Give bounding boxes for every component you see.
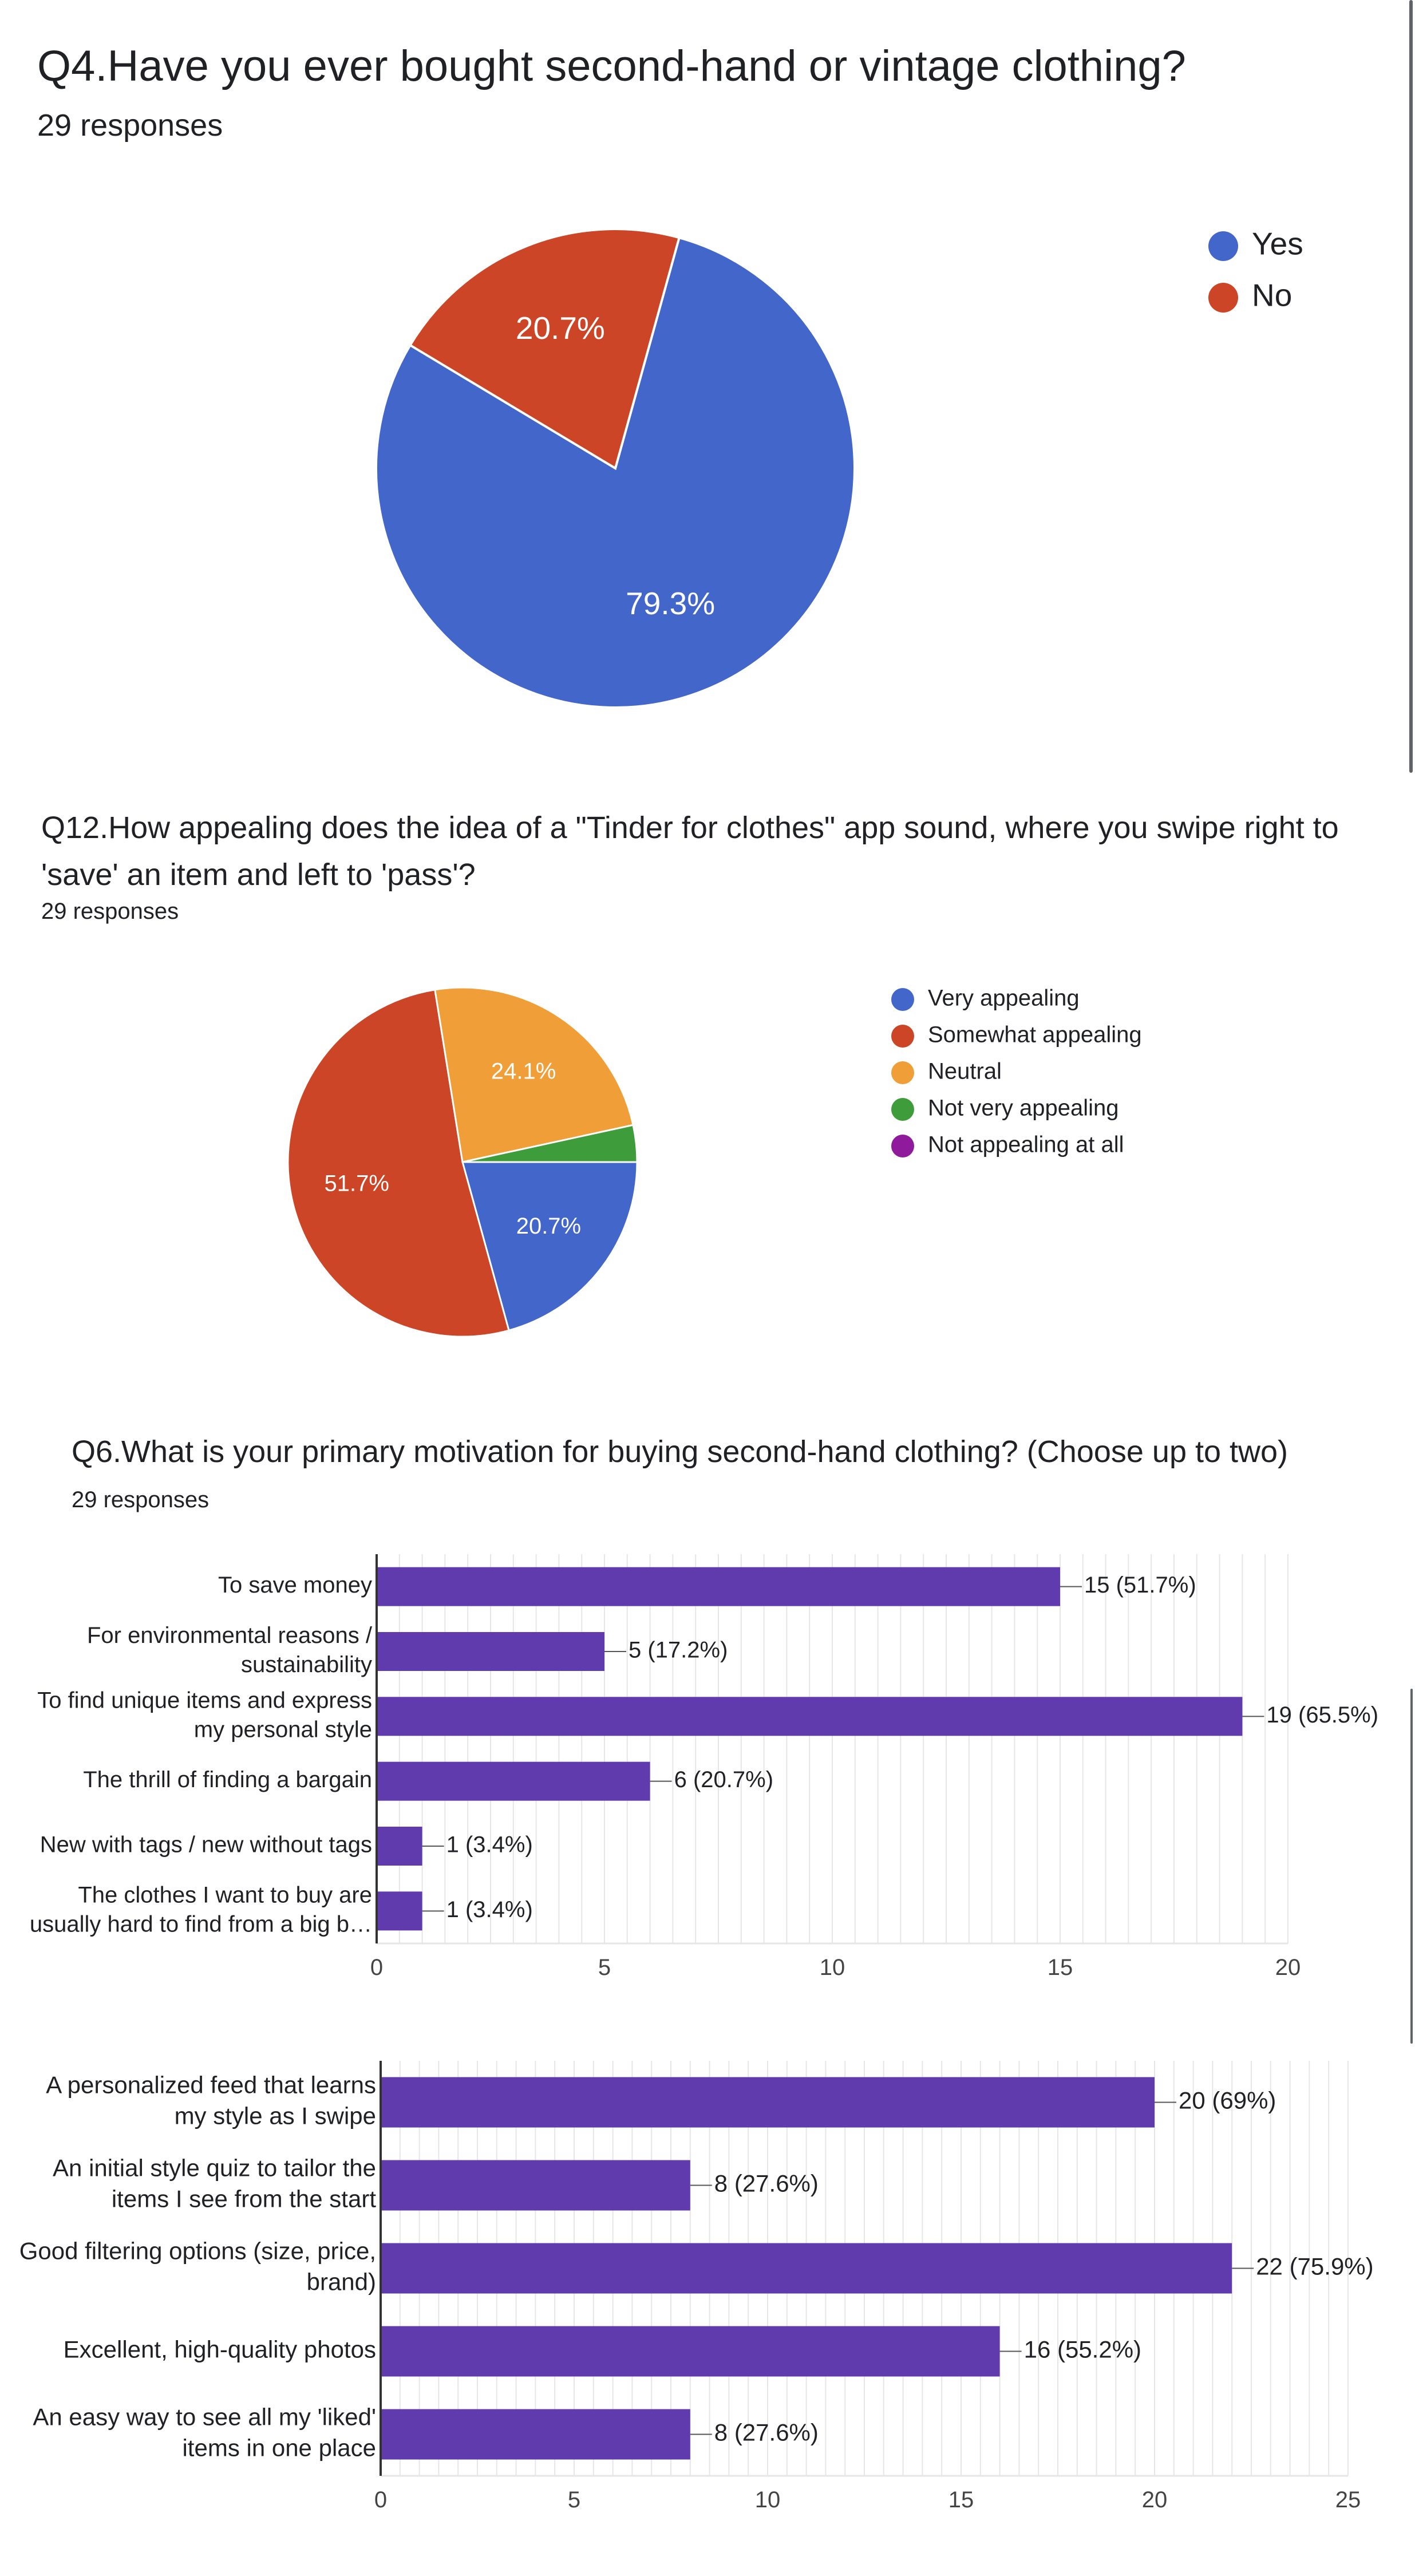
slice-label: 51.7% <box>324 1171 389 1196</box>
question-title: Q12.How appealing does the idea of a "Ti… <box>41 811 1339 892</box>
pie-slice <box>408 228 681 471</box>
legend-label: Neutral <box>928 1059 1002 1084</box>
legend-dot <box>1208 231 1238 261</box>
category-label: my style as I swipe <box>175 2102 376 2129</box>
scrollbar[interactable] <box>1409 0 1413 773</box>
x-tick-label: 5 <box>568 2487 580 2512</box>
pie-slice <box>461 1161 638 1332</box>
x-tick-label: 5 <box>598 1955 611 1980</box>
legend-dot <box>891 1025 914 1048</box>
bar <box>381 2409 690 2460</box>
legend-dot <box>891 988 914 1011</box>
question-title: Q6.What is your primary motivation for b… <box>72 1435 1288 1469</box>
category-label: Excellent, high-quality photos <box>64 2336 376 2363</box>
bar <box>381 2326 1000 2377</box>
response-count: 29 responses <box>37 108 223 143</box>
data-label: 16 (55.2%) <box>1024 2336 1141 2363</box>
category-label: items in one place <box>182 2434 376 2461</box>
category-label: To find unique items and express <box>37 1688 372 1713</box>
category-label: An easy way to see all my 'liked' <box>33 2404 376 2431</box>
legend-dot <box>891 1135 914 1157</box>
slice-label: 79.3% <box>626 586 715 621</box>
data-label: 5 (17.2%) <box>629 1638 728 1663</box>
pie-slice <box>375 236 856 709</box>
bar <box>377 1632 604 1671</box>
data-label: 8 (27.6%) <box>714 2170 819 2197</box>
scrollbar[interactable] <box>1410 1689 1413 2044</box>
category-label: An initial style quiz to tailor the <box>53 2155 376 2182</box>
bar <box>377 1827 422 1866</box>
data-label: 19 (65.5%) <box>1266 1702 1378 1728</box>
x-tick-label: 25 <box>1335 2487 1361 2512</box>
legend-dot <box>1208 283 1238 313</box>
x-tick-label: 20 <box>1142 2487 1168 2512</box>
legend-label: Somewhat appealing <box>928 1022 1142 1048</box>
legend-label: Very appealing <box>928 986 1080 1011</box>
category-label: sustainability <box>241 1652 372 1677</box>
pie-chart-q12: 20.7% 51.7% 24.1% Very appealing Somewhat ap… <box>287 986 1142 1338</box>
legend-label: Yes <box>1252 226 1303 262</box>
pie-chart-q4: 79.3% 20.7% Yes No <box>375 226 1303 709</box>
question-title: Q4.Have you ever bought second-hand or v… <box>37 42 1186 90</box>
bar <box>377 1891 422 1931</box>
legend-label: No <box>1252 278 1292 313</box>
pie-slice <box>434 986 634 1163</box>
x-tick-label: 0 <box>370 1955 383 1980</box>
pie-slice <box>287 989 510 1338</box>
data-label: 20 (69%) <box>1179 2087 1276 2114</box>
pie-slice <box>462 1124 638 1163</box>
data-label: 15 (51.7%) <box>1084 1573 1196 1598</box>
legend-dot <box>891 1061 914 1084</box>
response-count: 29 responses <box>41 899 179 924</box>
category-label: A personalized feed that learns <box>46 2072 376 2099</box>
category-label: To save money <box>218 1573 372 1598</box>
legend-dot <box>891 1098 914 1121</box>
bar-chart-q6: 0 5 10 15 20 15 (51.7%) To save money 5 (17.2%)… <box>30 1554 1378 1980</box>
bar <box>381 2077 1155 2128</box>
bar-chart-features: 0 5 10 15 20 25 20 (69%) A personalized feed th… <box>19 2061 1374 2512</box>
bar <box>381 2243 1232 2294</box>
bar <box>377 1567 1060 1606</box>
legend-label: Not very appealing <box>928 1096 1119 1121</box>
bar <box>381 2160 690 2211</box>
category-label: Good filtering options (size, price, <box>19 2238 376 2265</box>
legend-label: Not appealing at all <box>928 1132 1124 1157</box>
category-label: The clothes I want to buy are <box>78 1882 372 1907</box>
slice-label: 20.7% <box>516 310 605 346</box>
data-label: 1 (3.4%) <box>446 1897 533 1922</box>
data-label: 6 (20.7%) <box>674 1767 773 1792</box>
x-tick-label: 15 <box>948 2487 974 2512</box>
category-label: The thrill of finding a bargain <box>83 1767 372 1792</box>
category-label: usually hard to find from a big b… <box>30 1911 372 1937</box>
data-label: 8 (27.6%) <box>714 2419 819 2446</box>
x-tick-label: 15 <box>1048 1955 1073 1980</box>
data-label: 22 (75.9%) <box>1256 2253 1373 2280</box>
x-tick-label: 20 <box>1275 1955 1301 1980</box>
x-tick-label: 10 <box>820 1955 845 1980</box>
response-count: 29 responses <box>72 1487 210 1512</box>
data-label: 1 (3.4%) <box>446 1832 533 1858</box>
category-label: items I see from the start <box>112 2185 376 2212</box>
slice-label: 20.7% <box>516 1214 581 1239</box>
category-label: New with tags / new without tags <box>40 1832 372 1858</box>
category-label: For environmental reasons / <box>87 1623 373 1648</box>
bar <box>377 1761 650 1801</box>
category-label: brand) <box>307 2268 376 2295</box>
x-tick-label: 0 <box>374 2487 387 2512</box>
x-tick-label: 10 <box>755 2487 781 2512</box>
slice-label: 24.1% <box>491 1058 556 1084</box>
category-label: my personal style <box>194 1717 372 1742</box>
bar <box>377 1697 1243 1736</box>
